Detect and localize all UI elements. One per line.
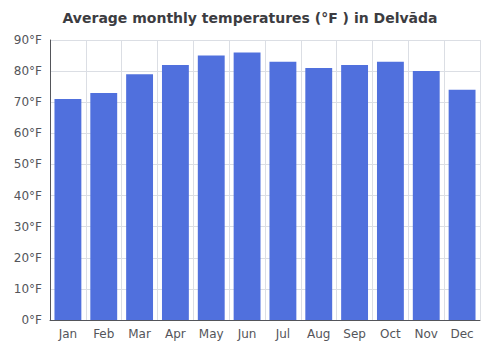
svg-text:Feb: Feb	[93, 327, 114, 341]
svg-text:Mar: Mar	[128, 327, 151, 341]
svg-text:Jan: Jan	[58, 327, 78, 341]
svg-text:Jul: Jul	[275, 327, 290, 341]
svg-text:Dec: Dec	[450, 327, 473, 341]
svg-text:Oct: Oct	[380, 327, 401, 341]
svg-text:30°F: 30°F	[14, 220, 42, 234]
svg-text:70°F: 70°F	[14, 95, 42, 109]
svg-text:Average monthly temperatures (: Average monthly temperatures (°F ) in De…	[63, 10, 438, 26]
svg-text:90°F: 90°F	[14, 33, 42, 47]
svg-text:Sep: Sep	[343, 327, 366, 341]
svg-text:Nov: Nov	[415, 327, 438, 341]
svg-text:20°F: 20°F	[14, 251, 42, 265]
svg-text:10°F: 10°F	[14, 282, 42, 296]
svg-text:50°F: 50°F	[14, 157, 42, 171]
svg-text:Aug: Aug	[307, 327, 330, 341]
svg-text:0°F: 0°F	[21, 313, 42, 327]
svg-text:Apr: Apr	[165, 327, 186, 341]
svg-text:40°F: 40°F	[14, 189, 42, 203]
svg-text:Jun: Jun	[237, 327, 257, 341]
svg-text:80°F: 80°F	[14, 64, 42, 78]
svg-text:60°F: 60°F	[14, 126, 42, 140]
svg-text:May: May	[199, 327, 224, 341]
